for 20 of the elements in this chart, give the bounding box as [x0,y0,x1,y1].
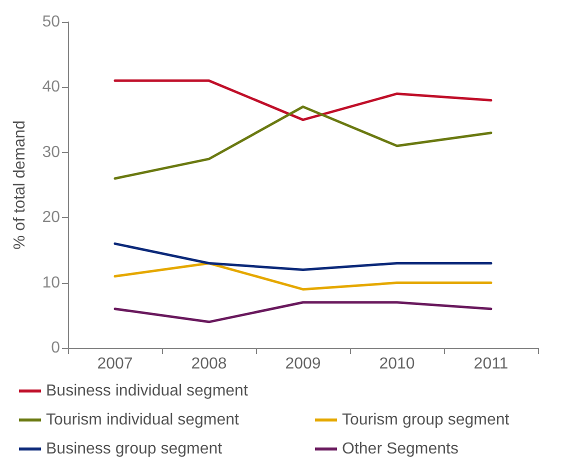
x-tick-label: 2009 [285,356,321,372]
y-tick-label: 50 [42,14,60,30]
x-tick-label: 2011 [474,356,508,372]
x-tick-label: 2008 [191,356,227,372]
line-series [114,262,492,291]
legend-label: Tourism group segment [342,412,510,428]
x-tick-label: 2007 [97,356,133,372]
y-tick-label: 0 [51,340,60,356]
legend-label: Tourism individual segment [46,412,240,428]
x-tick-label: 2010 [379,356,415,372]
y-tick-label: 30 [42,144,60,161]
legend-label: Business group segment [46,440,223,458]
line-series [114,79,492,122]
legend-label: Business individual segment [46,382,248,400]
legend-label: Other Segments [342,440,458,458]
line-series [114,106,492,180]
y-tick-label: 20 [42,209,60,226]
y-axis-title: % of total demand [12,120,28,250]
y-tick-label: 40 [42,78,60,96]
y-tick-label: 10 [42,274,60,292]
